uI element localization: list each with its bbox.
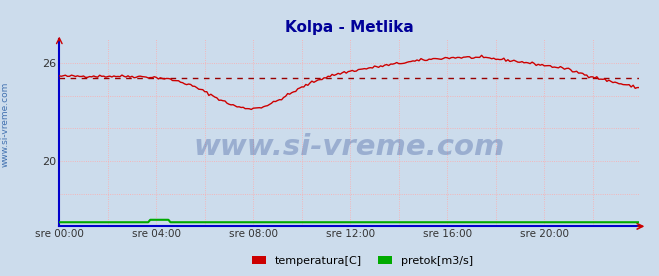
Legend: temperatura[C], pretok[m3/s]: temperatura[C], pretok[m3/s] bbox=[248, 251, 477, 270]
Text: www.si-vreme.com: www.si-vreme.com bbox=[194, 134, 505, 161]
Text: www.si-vreme.com: www.si-vreme.com bbox=[1, 81, 10, 167]
Title: Kolpa - Metlika: Kolpa - Metlika bbox=[285, 20, 414, 35]
